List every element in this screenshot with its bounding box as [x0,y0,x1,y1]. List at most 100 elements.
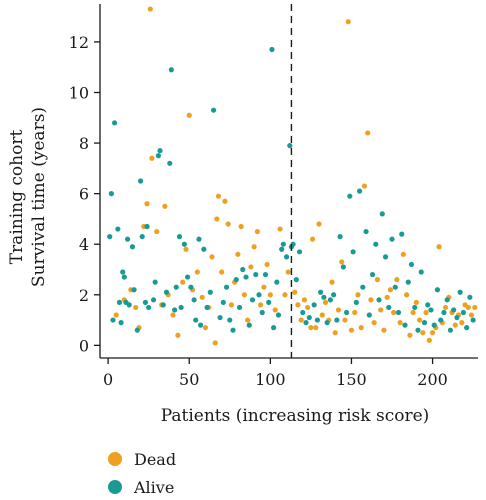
point-dead [345,19,351,25]
x-axis-title: Patients (increasing risk score) [161,406,430,426]
point-dead [397,320,403,326]
point-dead [264,261,270,268]
y-tick-label: 10 [69,84,89,103]
point-alive [197,322,204,328]
point-alive [124,236,131,242]
point-alive [240,266,246,273]
point-dead [378,307,384,313]
point-dead [301,297,308,303]
point-dead [267,292,273,298]
point-alive [274,279,280,285]
point-alive [337,234,343,240]
legend: Dead Alive [108,450,176,497]
point-alive [382,254,389,260]
point-dead [316,221,322,227]
point-dead [355,292,361,298]
point-dead [186,112,192,118]
point-alive [451,307,457,313]
point-alive [275,312,282,318]
point-dead [154,228,160,235]
point-alive [441,309,447,316]
point-dead [162,203,168,209]
point-dead [202,325,209,331]
point-dead [413,299,419,305]
point-alive [176,234,183,240]
point-dead [339,259,345,265]
point-alive [196,236,202,242]
point-alive [230,327,236,333]
point-dead [277,226,283,232]
axis-ticks: 0 50 100 150 200 0 2 4 6 8 10 12 [69,33,448,389]
point-alive [350,249,356,255]
point-dead [222,198,228,204]
point-alive [262,271,269,278]
point-alive [340,264,346,270]
point-alive [137,178,144,184]
point-alive [363,228,369,235]
point-alive [327,297,333,303]
point-dead [254,228,260,235]
point-dead [335,307,342,313]
point-dead [442,304,449,311]
point-alive [181,241,187,247]
point-dead [149,155,155,161]
point-alive [314,317,320,323]
point-dead [133,304,139,311]
y-tick-label: 12 [69,33,89,52]
point-dead [384,294,390,300]
point-alive [142,299,149,305]
point-dead [219,269,225,275]
point-alive [178,304,184,311]
point-alive [293,277,299,283]
point-dead [305,304,311,311]
point-alive [402,322,408,328]
point-alive [210,107,217,113]
point-alive [347,193,353,199]
point-alive [318,289,324,295]
point-alive [207,289,213,295]
point-dead [194,269,200,275]
point-alive [139,234,145,240]
point-alive [386,304,392,311]
point-alive [108,191,114,197]
point-dead [436,244,442,250]
point-alive [395,309,402,316]
point-alive [160,302,166,308]
point-dead [228,302,235,308]
point-alive [201,246,207,252]
point-dead [319,312,325,318]
point-alive [266,299,272,305]
point-dead [348,327,355,333]
point-alive [324,320,330,326]
point-dead [407,332,413,338]
point-alive [447,327,454,333]
point-alive [270,325,277,331]
point-alive [460,309,466,316]
point-alive [134,327,140,333]
point-alive [146,304,152,311]
point-alive [303,320,309,326]
point-alive [360,284,366,290]
point-alive [421,320,428,326]
point-alive [415,327,421,333]
point-dead [180,279,186,285]
point-alive [121,274,127,280]
point-alive [412,304,418,311]
point-alive [152,279,158,285]
point-dead [329,279,335,285]
point-dead [420,330,426,336]
point-alive [279,246,285,252]
point-dead [261,284,267,290]
point-dead [387,287,393,293]
point-alive [334,317,340,323]
point-alive [306,314,312,321]
point-alive [392,284,398,290]
y-tick-label: 8 [79,134,89,153]
y-tick-label: 0 [79,336,89,355]
point-dead [212,340,218,346]
point-dead [214,216,220,222]
point-alive [131,287,137,293]
point-alive [356,188,363,194]
point-alive [116,299,123,305]
point-dead [394,277,400,283]
